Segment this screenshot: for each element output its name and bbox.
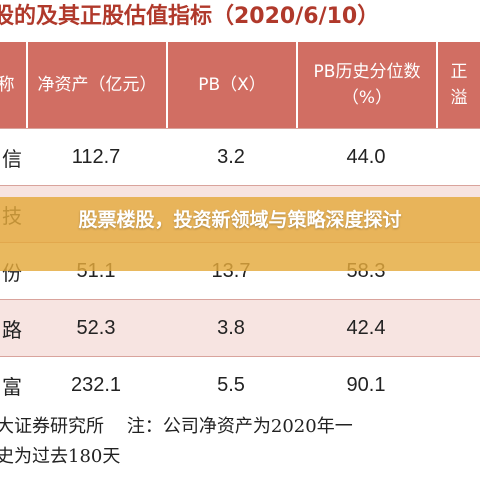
column-header-pb-percentile: PB历史分位数（%） — [296, 42, 436, 128]
source-note: 大证券研究所 注：公司净资产为2020年一 史为过去180天 — [0, 412, 480, 472]
cell-pb: 3.2 — [166, 128, 296, 185]
cell-net-assets: 52.3 — [26, 299, 166, 356]
row-name: 信 — [0, 128, 26, 185]
cell-premium — [436, 128, 480, 185]
source-note-line-1: 大证券研究所 注：公司净资产为2020年一 — [0, 416, 353, 437]
row-name: 富 — [0, 356, 26, 413]
cell-pb-percentile: 44.0 — [296, 128, 436, 185]
table-header-row: 称 净资产（亿元） PB（X） PB历史分位数（%） 正溢 — [0, 42, 480, 128]
row-name: 路 — [0, 299, 26, 356]
column-header-net-assets: 净资产（亿元） — [26, 42, 166, 128]
column-header-pb: PB（X） — [166, 42, 296, 128]
column-header-premium: 正溢 — [436, 42, 480, 128]
banner-title: 股票楼股，投资新领域与策略深度探讨 — [78, 209, 402, 231]
source-note-line-2: 史为过去180天 — [0, 446, 121, 467]
cell-net-assets: 112.7 — [26, 128, 166, 185]
cell-premium — [436, 356, 480, 413]
cell-pb: 3.8 — [166, 299, 296, 356]
cell-pb: 5.5 — [166, 356, 296, 413]
table-title: 股的及其正股估值指标（2020/6/10） — [0, 4, 380, 29]
cell-net-assets: 232.1 — [26, 356, 166, 413]
cell-premium — [436, 299, 480, 356]
cell-pb-percentile: 42.4 — [296, 299, 436, 356]
table-row: 信 112.7 3.2 44.0 — [0, 128, 480, 185]
cell-pb-percentile: 90.1 — [296, 356, 436, 413]
table-row: 富 232.1 5.5 90.1 — [0, 356, 480, 413]
column-header-name: 称 — [0, 42, 26, 128]
table-row: 路 52.3 3.8 42.4 — [0, 299, 480, 356]
title-banner: 股票楼股，投资新领域与策略深度探讨 — [0, 197, 480, 271]
